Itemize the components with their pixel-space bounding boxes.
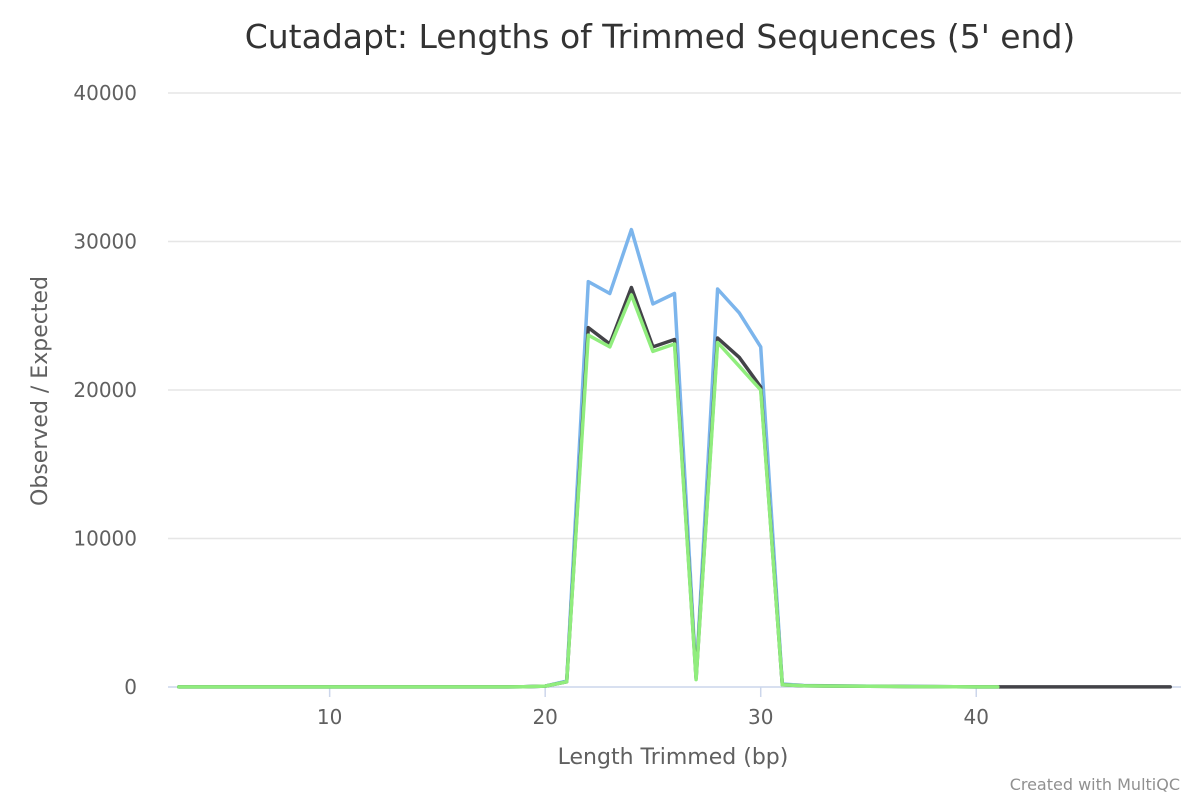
x-axis-ticks: 10 20 30 40 [317,687,989,729]
series-line-3[interactable] [177,293,1000,689]
y-tick-label: 30000 [73,230,137,254]
y-tick-label: 40000 [73,81,137,105]
y-tick-label: 0 [124,675,137,699]
credits-text[interactable]: Created with MultiQC [1010,775,1180,794]
chart-title: Cutadapt: Lengths of Trimmed Sequences (… [245,17,1076,56]
y-axis-title: Observed / Expected [28,276,53,506]
y-axis-ticks: 0 10000 20000 30000 40000 [73,81,137,699]
x-tick-label: 40 [964,705,989,729]
series-lines [177,227,1172,689]
x-tick-label: 20 [532,705,557,729]
x-tick-label: 10 [317,705,342,729]
grid-lines [168,92,1181,688]
y-tick-label: 20000 [73,378,137,402]
series-line-1[interactable] [177,227,1000,689]
y-tick-label: 10000 [73,527,137,551]
x-tick-label: 30 [748,705,773,729]
x-axis-title: Length Trimmed (bp) [558,745,789,770]
